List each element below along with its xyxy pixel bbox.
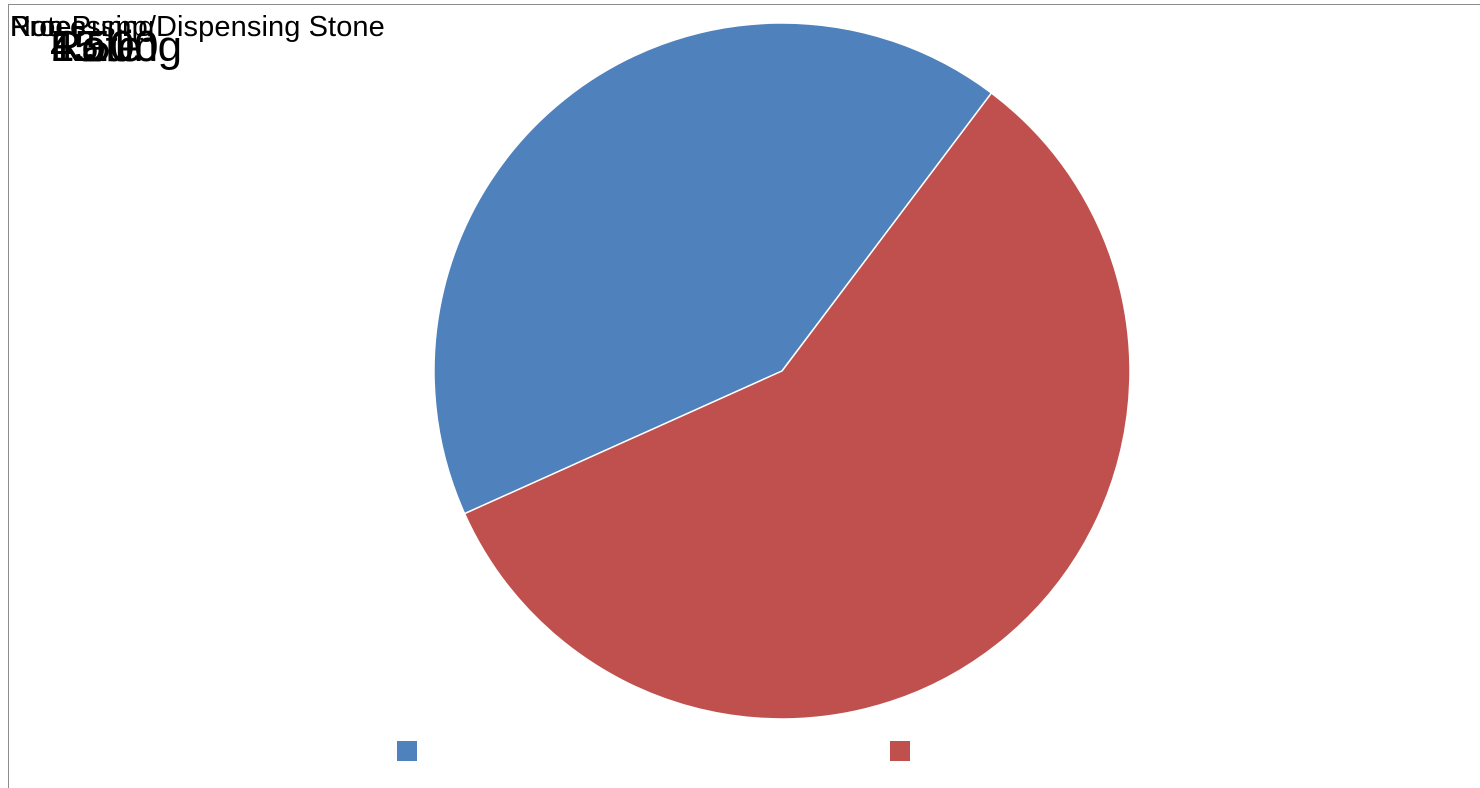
pie-slice-2: [463, 92, 1131, 720]
legend-swatch-1: [397, 741, 417, 761]
overlap-label-small-2: Notes: [10, 11, 87, 43]
overlap-label-large-2: 45.00: [50, 22, 159, 71]
pie-slice-1: [433, 22, 993, 515]
overlap-label-large-4: Rolling: [50, 22, 182, 71]
overlap-label-large-3: 1.50: [50, 22, 135, 71]
overlap-label-small-3: Processing: [10, 11, 155, 43]
overlap-label-small-1: Run Pump/Dispensing Stone: [10, 11, 385, 43]
legend-swatch-2: [890, 741, 910, 761]
overlap-label-large-1: Rate: [50, 22, 142, 71]
